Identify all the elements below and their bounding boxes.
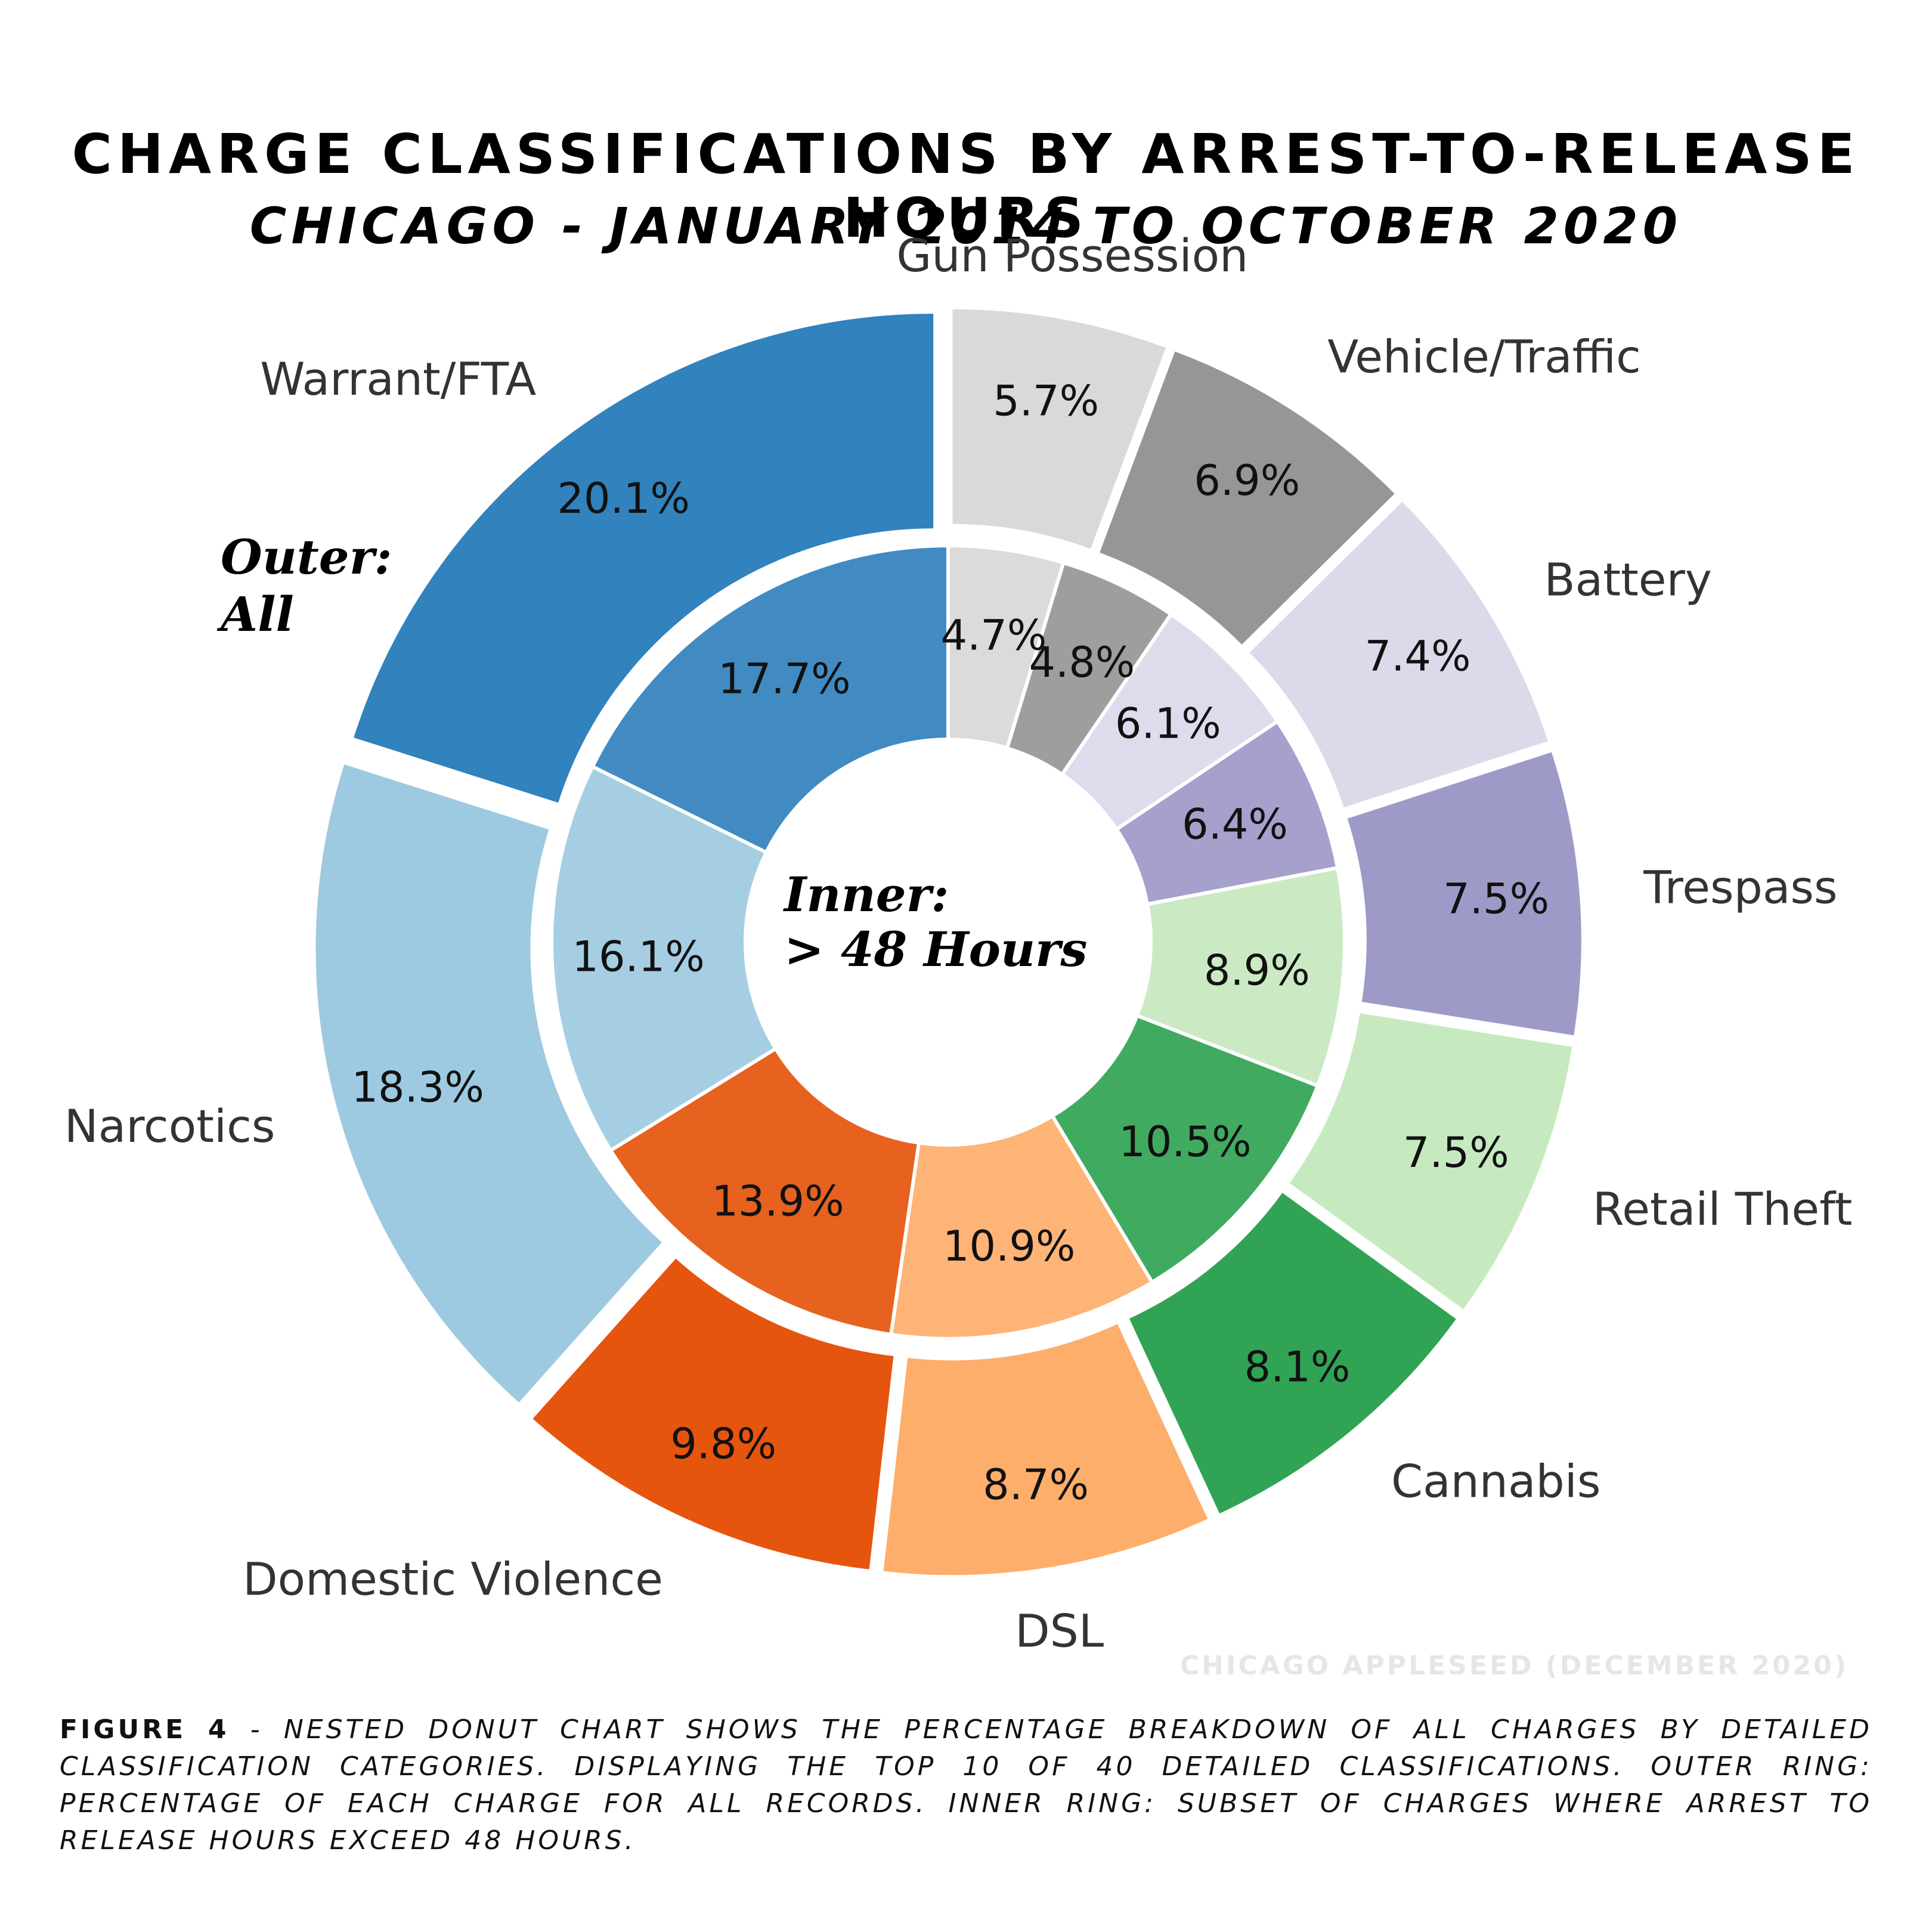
outer-ring (315, 309, 1581, 1575)
inner-percent-labels: 4.7%4.8% 6.1% 6.4% 8.9% 10.5% 10.9% 13.9% 16.1%… (572, 611, 1309, 1271)
category-label-battery: Battery (1544, 553, 1712, 606)
outer-wedge-battery (1249, 501, 1548, 808)
inner-percent-label-domestic-violence: 13.9% (711, 1177, 844, 1226)
outer-percent-label-domestic-violence: 9.8% (670, 1420, 776, 1469)
outer-wedge-trespass (1347, 752, 1581, 1036)
outer-percent-label-gun-possession: 5.7% (993, 377, 1099, 426)
chart-subtitle: CHICAGO - JANUARY 2014 TO OCTOBER 2020 (249, 197, 1683, 255)
outer-percent-label-cannabis: 8.1% (1244, 1342, 1351, 1391)
figure-caption: FIGURE 4 - NESTED DONUT CHART SHOWS THE … (60, 1711, 1872, 1859)
inner-percent-label-gun-possession: 4.7% (941, 611, 1047, 660)
outer-wedge-vehicle-traffic (1100, 351, 1395, 645)
outer-wedge-narcotics (315, 764, 662, 1402)
outer-wedge-domestic-violence (532, 1258, 894, 1569)
outer-percent-label-narcotics: 18.3% (352, 1063, 484, 1111)
figure-caption-text: - NESTED DONUT CHART SHOWS THE PERCENTAG… (60, 1714, 1872, 1856)
inner-percent-label-dsl: 10.9% (943, 1222, 1075, 1271)
figure-number: FIGURE 4 (60, 1714, 230, 1745)
inner-percent-label-battery: 6.1% (1115, 699, 1221, 748)
inner-wedge-dsl (888, 1113, 1155, 1340)
outer-percent-label-warrant-fta: 20.1% (558, 474, 690, 523)
category-label-warrant-fta: Warrant/FTA (260, 352, 536, 405)
inner-percent-label-retail-theft: 8.9% (1204, 946, 1310, 995)
inner-ring-label-line1: Inner: (783, 866, 949, 922)
inner-wedge-domestic-violence (608, 1046, 921, 1337)
outer-percent-labels: 5.7% 6.9% 7.4% 7.5% 7.5% 8.1% 8.7% 9.8% 18.3% 20.… (352, 377, 1550, 1509)
inner-wedge-retail-theft (1135, 865, 1346, 1088)
inner-wedge-narcotics (550, 764, 778, 1153)
outer-ring-label-line2: All (216, 586, 294, 642)
category-labels: Gun Possession Vehicle/Traffic Battery Tres… (64, 229, 1852, 1657)
outer-wedge-cannabis (1129, 1193, 1456, 1514)
outer-wedge-gun-possession (952, 309, 1166, 549)
outer-wedge-dsl (883, 1324, 1208, 1575)
inner-percent-label-narcotics: 16.1% (572, 933, 704, 982)
source-credit: CHICAGO APPLESEED (DECEMBER 2020) (1179, 1651, 1849, 1681)
outer-wedge-retail-theft (1289, 1013, 1572, 1309)
outer-percent-label-retail-theft: 7.5% (1403, 1128, 1509, 1177)
chart-title: CHARGE CLASSIFICATIONS BY ARREST-TO-RELE… (72, 122, 1860, 250)
inner-percent-label-trespass: 6.4% (1182, 800, 1288, 849)
category-label-gun-possession: Gun Possession (896, 229, 1248, 282)
inner-percent-label-cannabis: 10.5% (1119, 1117, 1251, 1166)
category-label-narcotics: Narcotics (64, 1100, 275, 1153)
inner-percent-label-vehicle-traffic: 4.8% (1029, 638, 1135, 687)
category-label-dsl: DSL (1015, 1605, 1104, 1658)
category-label-retail-theft: Retail Theft (1593, 1182, 1852, 1236)
outer-percent-label-battery: 7.4% (1365, 632, 1471, 681)
outer-ring-label-line1: Outer: (221, 529, 392, 585)
inner-ring-label-line2: > 48 Hours (784, 921, 1087, 977)
inner-ring (550, 543, 1346, 1340)
inner-percent-label-warrant-fta: 17.7% (718, 654, 850, 703)
category-label-domestic-violence: Domestic Violence (243, 1552, 663, 1605)
category-label-cannabis: Cannabis (1391, 1454, 1601, 1507)
inner-wedge-warrant-fta (590, 543, 950, 855)
outer-percent-label-trespass: 7.5% (1443, 875, 1549, 924)
inner-wedge-cannabis (1049, 1013, 1320, 1285)
category-label-vehicle-traffic: Vehicle/Traffic (1327, 330, 1641, 383)
outer-percent-label-dsl: 8.7% (983, 1460, 1089, 1509)
outer-percent-label-vehicle-traffic: 6.9% (1194, 456, 1300, 505)
outer-wedge-warrant-fta (354, 314, 934, 803)
category-label-trespass: Trespass (1643, 861, 1837, 914)
